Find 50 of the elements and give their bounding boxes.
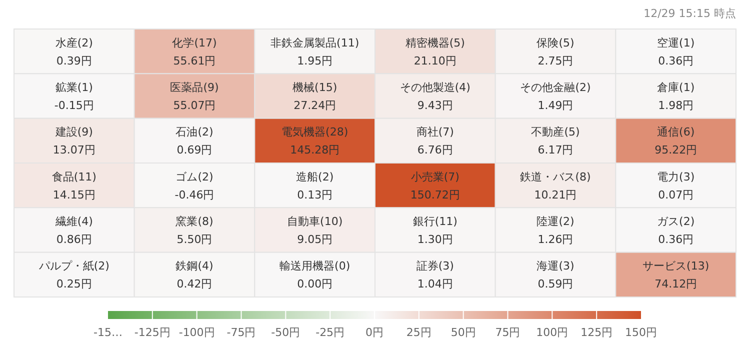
- text: 12/29 15:15 時点: [644, 7, 736, 20]
- data-label: 非鉄金属製品(11) 1.95円: [270, 36, 360, 68]
- color-bar-label: -50円: [271, 326, 300, 339]
- data-label: 通信(6) 95.22円: [654, 126, 698, 157]
- data-label: 鉄鋼(4) 0.42円: [176, 260, 214, 291]
- data-label: パルプ・紙(2) 0.25円: [38, 260, 110, 291]
- data-label: 小売業(7) 150.72円: [410, 170, 460, 202]
- data-label: 自動車(10) 9.05円: [287, 215, 343, 246]
- data-label: 医薬品(9) 55.07円: [170, 81, 219, 112]
- data-label: 倉庫(1) 1.98円: [657, 81, 695, 112]
- data-label: サービス(13) 74.12円: [642, 260, 710, 291]
- data-label: ガス(2) 0.36円: [657, 215, 695, 246]
- data-label: 鉱業(1) -0.15円: [54, 81, 94, 112]
- data-label: その他製造(4) 9.43円: [400, 81, 470, 112]
- data-label: 精密機器(5) 21.10円: [405, 36, 465, 68]
- color-bar-label: -15…: [94, 326, 122, 339]
- color-bar-label: 75円: [495, 326, 520, 339]
- data-label: 証券(3) 1.04円: [416, 260, 454, 291]
- color-bar-label: 50円: [450, 326, 476, 339]
- data-label: 輸送用機器(0) 0.00円: [280, 260, 350, 291]
- data-label: 不動産(5) 6.17円: [531, 126, 580, 157]
- data-label: 窯業(8) 5.50円: [176, 215, 214, 246]
- data-label: 水産(2) 0.39円: [55, 36, 93, 68]
- data-label: 銀行(11) 1.30円: [412, 215, 458, 246]
- data-label: 機械(15) 27.24円: [292, 81, 338, 112]
- data-label: 食品(11) 14.15円: [52, 170, 96, 202]
- color-bar-label: -125円: [134, 326, 170, 339]
- data-label: 電気機器(28) 145.28円: [282, 126, 348, 157]
- data-label: 繊維(4) 0.86円: [54, 215, 93, 246]
- data-label: 造船(2) 0.13円: [296, 170, 334, 202]
- color-bar-label: -100円: [178, 326, 215, 339]
- color-bar-label: 0円: [366, 326, 384, 339]
- color-bar-label: -25円: [316, 326, 345, 339]
- color-bar-label: -75円: [226, 326, 256, 339]
- color-bar-label: 100円: [536, 326, 568, 339]
- data-label: 鉄道・バス(8) 10.21円: [520, 170, 591, 202]
- data-label: 商社(7) 6.76円: [416, 126, 454, 157]
- data-label: 保険(5) 2.75円: [536, 36, 574, 68]
- data-label: ゴム(2) -0.46円: [174, 170, 214, 202]
- data-label: 空運(1) 0.36円: [657, 36, 695, 68]
- data-label: その他金融(2) 1.49円: [520, 81, 591, 112]
- data-label: 海運(3) 0.59円: [536, 260, 574, 291]
- color-bar-label: 25円: [406, 326, 432, 339]
- data-label: 陸運(2) 1.26円: [536, 215, 574, 246]
- data-label: 石油(2) 0.69円: [176, 126, 214, 157]
- data-label: 化学(17) 55.61円: [172, 36, 217, 68]
- color-bar-label: 125円: [580, 326, 613, 339]
- data-label: 建設(9) 13.07円: [52, 126, 96, 157]
- color-bar-label: 150円: [625, 326, 657, 339]
- data-label: 電力(3) 0.07円: [657, 170, 695, 202]
